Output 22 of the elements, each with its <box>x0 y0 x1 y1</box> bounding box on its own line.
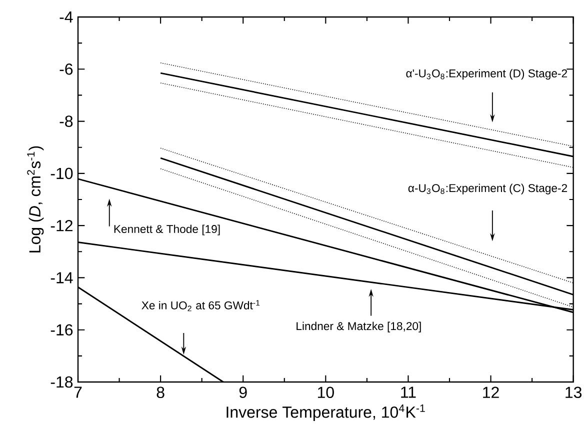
annotation: α-U$_{3}$O$_{8}$:Experiment (C) Stage-2 <box>408 184 568 194</box>
y-tick-label: -12 <box>50 220 72 232</box>
y-tick-label: -6 <box>60 63 73 75</box>
x-tick-label: 12 <box>483 386 499 398</box>
x-tick-label: 9 <box>239 386 247 398</box>
x-axis-title: Inverse Temperature, 10$^{4}$K$^{-1}$ <box>226 404 425 421</box>
x-tick-label: 11 <box>401 386 416 398</box>
x-tick-label: 7 <box>74 386 82 398</box>
y-tick-label: -16 <box>50 324 73 336</box>
x-tick-label: 13 <box>566 386 582 398</box>
annotation: Kennett & Thode [19] <box>114 224 220 236</box>
annotation: Xe in UO$_{2}$ at 65 GWdt$^{-1}$ <box>142 300 260 312</box>
annotation: Lindner & Matzke [18,20] <box>296 322 421 332</box>
y-tick-label: -14 <box>50 272 73 284</box>
annotation: α'-U$_{3}$O$_{8}$:Experiment (D) Stage-2 <box>406 69 568 80</box>
y-axis-title: Log (D, cm$^{2}$s$^{-1}$) <box>27 146 44 252</box>
x-tick-label: 8 <box>156 386 164 398</box>
y-tick-label: -8 <box>60 116 73 127</box>
y-tick-label: -4 <box>60 12 73 23</box>
y-tick-label: -18 <box>50 376 73 388</box>
x-tick-label: 10 <box>318 386 334 398</box>
y-tick-label: -10 <box>50 168 73 180</box>
